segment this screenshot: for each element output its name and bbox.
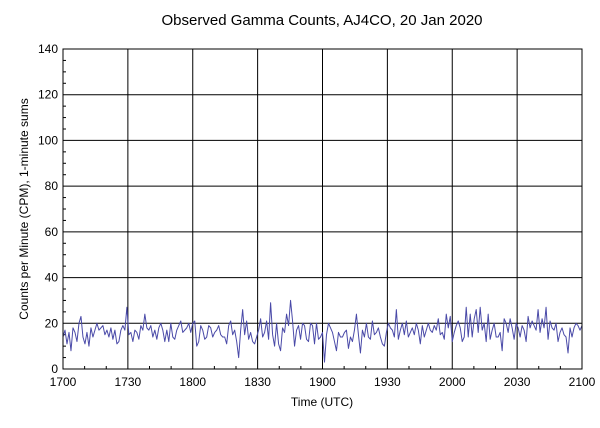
x-tick-label: 1830 — [244, 375, 271, 389]
x-axis-ticks: 1700 1730 1800 1830 1900 1930 2000 2030 2100 — [50, 366, 596, 389]
y-tick-label: 140 — [38, 42, 58, 56]
y-tick-label: 100 — [38, 133, 58, 147]
y-axis-ticks: 0 20 40 60 80 100 120 140 — [38, 42, 66, 376]
y-tick-label: 120 — [38, 88, 58, 102]
y-tick-label: 80 — [45, 179, 59, 193]
grid — [63, 49, 582, 369]
x-tick-label: 1900 — [309, 375, 336, 389]
x-tick-label: 2000 — [439, 375, 466, 389]
chart-title: Observed Gamma Counts, AJ4CO, 20 Jan 202… — [162, 12, 483, 29]
x-tick-label: 1730 — [115, 375, 142, 389]
x-tick-label: 1800 — [179, 375, 206, 389]
x-axis-label: Time (UTC) — [291, 395, 353, 409]
series-layer — [62, 299, 583, 363]
y-tick-label: 20 — [45, 316, 59, 330]
x-tick-label: 2100 — [569, 375, 596, 389]
series-line-0 — [62, 299, 583, 363]
y-tick-label: 60 — [45, 225, 59, 239]
x-tick-label: 2030 — [504, 375, 531, 389]
x-tick-label: 1930 — [374, 375, 401, 389]
x-tick-label: 1700 — [50, 375, 77, 389]
plot-area-frame — [62, 48, 583, 370]
y-tick-label: 0 — [51, 362, 58, 376]
y-tick-label: 40 — [45, 271, 59, 285]
y-axis-label: Counts per Minute (CPM), 1-minute sums — [17, 98, 31, 319]
